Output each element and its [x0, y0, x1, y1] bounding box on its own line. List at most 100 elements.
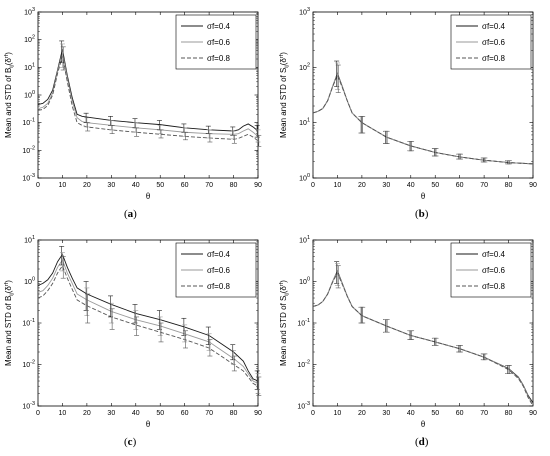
x-tick-label: 20 [358, 182, 366, 189]
x-tick-label: 20 [83, 410, 91, 417]
series-line-3 [312, 271, 534, 407]
y-tick-exponent: -3 [30, 173, 35, 179]
y-axis-label-main: Mean and STD of S [279, 68, 288, 138]
series-line-3 [37, 56, 259, 142]
x-tick-label: 50 [431, 410, 439, 417]
y-axis-label-sup: rf [279, 282, 285, 286]
y-tick-label: 10-2 [22, 360, 35, 370]
y-axis-label-paren: (δ [4, 58, 13, 66]
x-tick-label: 40 [132, 182, 140, 189]
x-tick-label: 20 [83, 182, 91, 189]
y-tick-exponent: -2 [30, 145, 35, 151]
chart-panel-a: 0 10 20 30 40 50 60 70 80 90 10-3 10-2 10-1 100 101 102… [0, 0, 275, 228]
x-tick-label: 80 [230, 410, 238, 417]
y-tick-label: 10-3 [22, 401, 35, 411]
y-tick-exponent: 1 [307, 235, 310, 241]
y-tick-label: 10-1 [297, 318, 310, 328]
y-axis-label-main: Mean and STD of B [4, 68, 13, 138]
x-tick-label: 60 [181, 410, 189, 417]
x-tick-label: 30 [107, 410, 115, 417]
caption-b: (b) [415, 208, 429, 220]
x-tick-label: 10 [59, 182, 67, 189]
y-tick-label: 101 [299, 118, 310, 128]
x-tick-label: 90 [254, 410, 262, 417]
y-tick-exponent: -1 [30, 118, 35, 124]
legend-entry-1: σf=0.4 [482, 250, 506, 259]
x-tick-label: 70 [480, 182, 488, 189]
y-tick-exponent: -3 [30, 401, 35, 407]
y-tick-exponent: 3 [32, 7, 35, 13]
y-axis-label-sup: rf [279, 54, 285, 58]
chart-svg-c: 0 10 20 30 40 50 60 70 80 9010-310-210-1100101σf=… [4, 235, 262, 429]
caption-a: (a) [124, 208, 137, 220]
y-axis-label-main: Mean and STD of S [279, 296, 288, 366]
y-axis-label-close: ) [4, 52, 13, 55]
y-tick-label: 10-2 [22, 145, 35, 155]
y-tick-exponent: 1 [32, 235, 35, 241]
x-tick-label: 90 [254, 182, 262, 189]
y-axis-label-sup: rf [4, 282, 10, 286]
legend-entry-2: σf=0.6 [482, 266, 506, 275]
y-tick-exponent: 2 [307, 62, 310, 68]
x-tick-label: 20 [358, 410, 366, 417]
chart-panel-b: 0 10 20 30 40 50 60 70 80 90 100 101 102 103 σf=0.4 σf=… [275, 0, 550, 228]
series-line-1 [37, 253, 259, 382]
y-tick-label: 101 [24, 235, 35, 245]
caption-d: (d) [415, 436, 429, 448]
legend-entry-1: σf=0.4 [207, 250, 231, 259]
legend-entry-3: σf=0.8 [207, 54, 231, 63]
legend-entry-3: σf=0.8 [482, 54, 506, 63]
chart-svg-d: 0 10 20 30 40 50 60 70 80 9010-310-210-1100101σf=… [279, 235, 537, 429]
series-line-2 [37, 258, 259, 384]
x-tick-label: 50 [431, 182, 439, 189]
y-tick-exponent: 0 [307, 277, 310, 283]
x-tick-label: 40 [132, 410, 140, 417]
legend-entry-2: σf=0.6 [207, 38, 231, 47]
y-axis-label-sub: ij [284, 65, 290, 67]
y-axis-label: Mean and STD of Bij(δrf) [4, 52, 15, 138]
y-axis-label-sub: ij [284, 293, 290, 295]
y-tick-exponent: -2 [305, 360, 310, 366]
x-tick-label: 10 [334, 410, 342, 417]
x-tick-label: 50 [156, 182, 164, 189]
x-tick-label: 90 [529, 410, 537, 417]
x-axis-label: θ [146, 419, 150, 429]
y-tick-exponent: 0 [32, 90, 35, 96]
series-line-3 [312, 74, 534, 165]
x-tick-label: 40 [407, 182, 415, 189]
x-tick-label: 30 [382, 410, 390, 417]
x-tick-label: 0 [36, 410, 40, 417]
y-tick-exponent: -1 [305, 318, 310, 324]
y-tick-label: 101 [299, 235, 310, 245]
y-axis-label-paren: (δ [4, 286, 13, 294]
series-line-1 [37, 49, 259, 132]
chart-svg-a: 0 10 20 30 40 50 60 70 80 9010-310-210-1100101102… [4, 7, 262, 201]
series-line-3 [37, 264, 259, 387]
y-tick-label: 101 [24, 62, 35, 72]
y-axis-label-close: ) [279, 280, 288, 283]
x-tick-label: 30 [382, 182, 390, 189]
x-tick-label: 50 [156, 410, 164, 417]
y-tick-label: 102 [299, 62, 310, 72]
chart-panel-d: 0 10 20 30 40 50 60 70 80 90 10-3 10-2 10-1 100 101 σf=… [275, 228, 550, 456]
x-tick-label: 0 [311, 410, 315, 417]
x-tick-label: 10 [59, 410, 67, 417]
y-tick-label: 100 [24, 277, 35, 287]
x-tick-label: 80 [505, 182, 513, 189]
chart-panel-c: 0 10 20 30 40 50 60 70 80 90 10-3 10-2 10-1 100 101 σf=… [0, 228, 275, 456]
x-tick-label: 90 [529, 182, 537, 189]
y-tick-label: 100 [299, 277, 310, 287]
y-tick-label: 10-3 [22, 173, 35, 183]
y-tick-label: 103 [24, 7, 35, 17]
chart-svg-b: 0 10 20 30 40 50 60 70 80 90100101102103σf=0.4σf=… [279, 7, 537, 201]
x-tick-label: 70 [205, 182, 213, 189]
legend-entry-1: σf=0.4 [482, 22, 506, 31]
y-tick-exponent: 0 [307, 173, 310, 179]
x-tick-label: 70 [480, 410, 488, 417]
x-tick-label: 80 [505, 410, 513, 417]
y-tick-exponent: 3 [307, 7, 310, 13]
legend-entry-1: σf=0.4 [207, 22, 231, 31]
legend-entry-2: σf=0.6 [207, 266, 231, 275]
y-axis-label: Mean and STD of Bij(δrf) [4, 280, 15, 366]
x-axis-label: θ [146, 191, 150, 201]
